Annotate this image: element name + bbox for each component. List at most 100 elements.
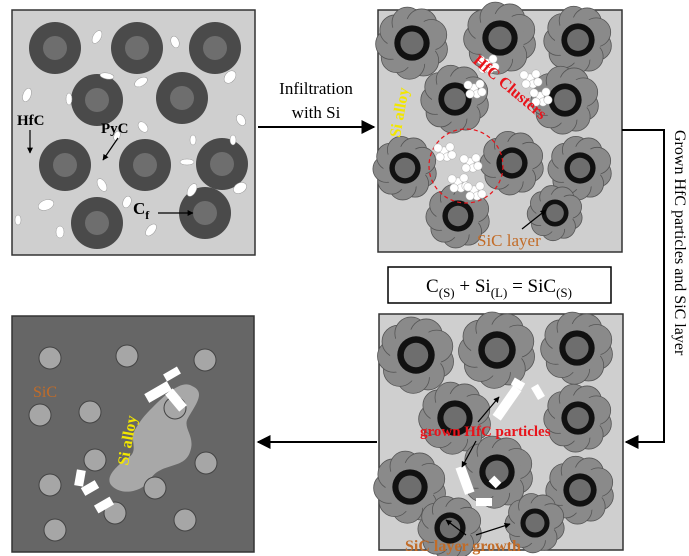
hfc-particle bbox=[189, 134, 197, 146]
step-infiltration-line2: with Si bbox=[292, 103, 341, 122]
coated-carbon-fiber bbox=[39, 139, 91, 191]
sic-coated-fiber bbox=[526, 185, 583, 242]
fiber-core bbox=[554, 89, 576, 111]
hfc-grain bbox=[475, 79, 485, 89]
fiber-core bbox=[43, 36, 67, 60]
hfc-particle bbox=[186, 183, 198, 197]
hfc-grain bbox=[433, 143, 443, 153]
hfc-grain bbox=[541, 87, 551, 97]
carbon-fibers-with-pyc bbox=[29, 22, 248, 249]
hfc-platelet bbox=[488, 475, 502, 489]
fiber-core bbox=[394, 157, 416, 179]
carbon-fiber bbox=[83, 448, 107, 472]
hfc-grain bbox=[531, 97, 541, 107]
sic-coated-fiber bbox=[372, 135, 437, 201]
hfc-particle bbox=[134, 76, 148, 88]
fiber-core bbox=[501, 152, 523, 174]
panel-infiltrated: Si alloy HfC Clusters SiC layer bbox=[372, 1, 623, 253]
hfc-grain bbox=[529, 88, 539, 98]
hfc-particle bbox=[122, 195, 132, 209]
hfc-grain bbox=[533, 77, 543, 87]
grown-sic-coated-fibers bbox=[373, 311, 614, 556]
hfc-grain bbox=[465, 89, 475, 99]
hfc-cluster bbox=[529, 87, 553, 107]
hfc-particles bbox=[14, 30, 247, 239]
sic-coated-fiber bbox=[504, 493, 565, 554]
hfc-cluster bbox=[463, 181, 487, 201]
coated-carbon-fiber bbox=[111, 22, 163, 74]
carbon-fiber bbox=[115, 344, 139, 368]
hfc-particle bbox=[145, 223, 157, 237]
sic-coated-fiber bbox=[543, 383, 612, 453]
fiber-core bbox=[125, 36, 149, 60]
hfc-cluster bbox=[433, 142, 457, 162]
cf-label: Cf bbox=[133, 199, 150, 222]
hfc-grain bbox=[445, 142, 455, 152]
step-infiltration-line1: Infiltration bbox=[279, 79, 353, 98]
hfc-platelet bbox=[455, 465, 475, 495]
hfc-particle bbox=[233, 182, 247, 194]
sic-growth-pointer-left bbox=[445, 519, 467, 536]
fiber-core bbox=[443, 406, 467, 430]
fiber-core bbox=[85, 211, 109, 235]
hfc-cluster bbox=[447, 173, 471, 193]
sic-coated-fiber bbox=[545, 455, 614, 525]
hfc-grain bbox=[475, 181, 485, 191]
equation-text: C(S) + Si(L) = SiC(S) bbox=[426, 276, 572, 300]
carbon-fiber bbox=[78, 400, 102, 424]
sic-coated-fiber bbox=[373, 450, 446, 524]
coated-carbon-fiber bbox=[119, 139, 171, 191]
fiber-core bbox=[525, 513, 545, 533]
side-connector: Grown HfC particles and SiC layer bbox=[622, 129, 688, 449]
sic-layer-pointer bbox=[521, 209, 547, 230]
grown-hfc-pointer-down bbox=[461, 440, 477, 468]
sic-coated-fiber bbox=[458, 311, 535, 389]
sic-growth-label: SiC layer growth bbox=[405, 538, 521, 555]
carbon-fiber bbox=[38, 473, 62, 497]
sic-coated-fiber bbox=[418, 381, 491, 455]
hfc-grain bbox=[543, 95, 553, 105]
carbon-fiber bbox=[173, 508, 197, 532]
coated-carbon-fiber bbox=[179, 187, 231, 239]
hfc-cluster-region bbox=[428, 128, 504, 204]
hfc-grain bbox=[435, 152, 445, 162]
hfc-grain bbox=[471, 153, 481, 163]
hfc-particle bbox=[170, 35, 180, 49]
fiber-core bbox=[565, 336, 589, 360]
coated-carbon-fiber bbox=[29, 22, 81, 74]
sic-growth-pointer-right bbox=[475, 522, 511, 536]
carbon-fiber bbox=[143, 476, 167, 500]
panel-grown: grown HfC particles SiC layer growth bbox=[373, 311, 624, 556]
coated-carbon-fiber bbox=[196, 138, 248, 190]
grown-hfc-particles bbox=[455, 377, 545, 506]
fiber-core bbox=[567, 29, 589, 51]
hfc-platelet bbox=[476, 498, 492, 506]
hfc-grain bbox=[473, 161, 483, 171]
fiber-core bbox=[485, 460, 509, 484]
reaction-equation: C(S) + Si(L) = SiC(S) bbox=[387, 266, 612, 304]
coated-carbon-fiber bbox=[156, 72, 208, 124]
hfc-particle bbox=[179, 158, 195, 166]
fiber-core bbox=[210, 152, 234, 176]
fiber-core bbox=[569, 479, 591, 501]
fiber-core bbox=[203, 36, 227, 60]
hfc-grain bbox=[519, 70, 529, 80]
sic-coated-fiber bbox=[417, 495, 482, 556]
hfc-platelet bbox=[144, 381, 172, 403]
hfc-grain bbox=[449, 183, 459, 193]
final-hfc-particles bbox=[74, 366, 187, 514]
hfc-platelet bbox=[93, 496, 115, 514]
sic-coated-fiber bbox=[547, 135, 612, 201]
fiber-core bbox=[85, 88, 109, 112]
grown-hfc-pointer-up bbox=[477, 396, 500, 423]
hfc-particle bbox=[22, 88, 32, 102]
hfc-grain bbox=[521, 79, 531, 89]
carbon-fiber bbox=[43, 518, 67, 542]
carbon-fiber bbox=[193, 348, 217, 372]
hfc-label: HfC bbox=[17, 113, 45, 129]
carbon-fiber bbox=[38, 346, 62, 370]
hfc-grain bbox=[478, 64, 488, 74]
side-connector-arrow bbox=[622, 129, 665, 449]
hfc-particle bbox=[113, 130, 121, 142]
sic-coated-fiber bbox=[479, 130, 544, 196]
